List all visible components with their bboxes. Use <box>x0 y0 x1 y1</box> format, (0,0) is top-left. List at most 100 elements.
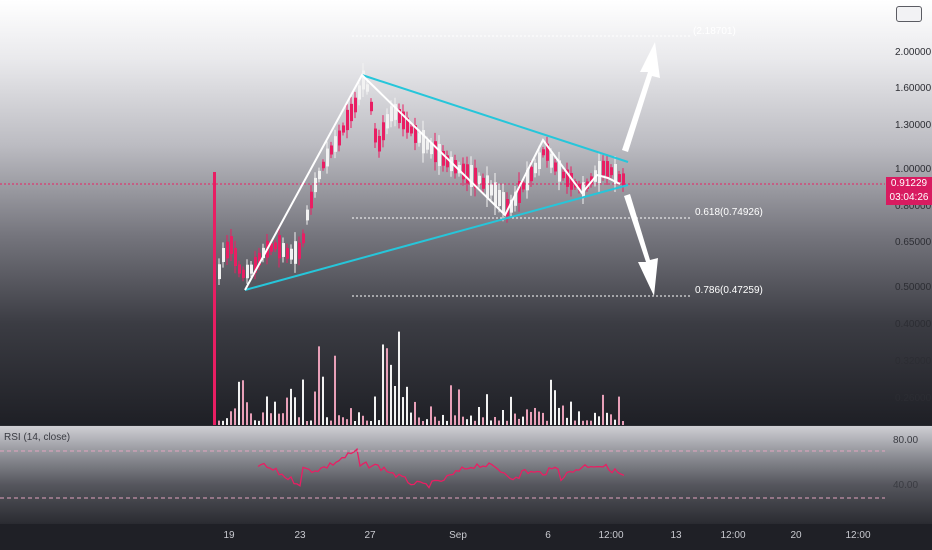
candle-body <box>306 209 309 221</box>
candle-body <box>490 184 493 196</box>
volume-bar <box>578 411 580 425</box>
candle-body <box>346 109 349 131</box>
volume-bar <box>254 420 256 425</box>
candle-body <box>258 252 261 266</box>
volume-bar <box>534 407 536 425</box>
candle-body <box>486 175 489 198</box>
volume-bar <box>246 402 248 425</box>
candle-body <box>222 248 225 262</box>
volume-bar <box>366 420 368 425</box>
price-axis-label: 1.30000 <box>895 120 932 131</box>
candle-body <box>246 264 249 279</box>
rsi-indicator-label[interactable]: RSI (14, close) <box>4 432 71 443</box>
volume-bars <box>213 172 624 425</box>
volume-bar <box>410 412 412 425</box>
volume-bar <box>354 420 356 425</box>
volume-bar <box>302 379 304 425</box>
volume-bar <box>510 396 512 425</box>
volume-bar <box>230 411 232 425</box>
price-axis-label: 2.00000 <box>895 47 932 58</box>
candle-body <box>382 122 385 141</box>
main-price-pane[interactable] <box>0 0 932 426</box>
volume-bar <box>338 415 340 425</box>
volume-bar <box>310 420 312 425</box>
volume-bar <box>446 420 448 425</box>
candle-body <box>550 153 553 168</box>
pane-divider[interactable] <box>0 425 932 426</box>
time-axis[interactable] <box>0 524 932 550</box>
drawings <box>0 35 885 297</box>
volume-bar <box>462 416 464 425</box>
candle-body <box>286 247 289 259</box>
volume-bar <box>502 409 504 425</box>
volume-bar <box>290 388 292 425</box>
candle-body <box>558 160 561 182</box>
candle-body <box>322 161 325 169</box>
candle-body <box>518 181 521 203</box>
candle-body <box>318 170 321 180</box>
volume-bar <box>314 391 316 425</box>
volume-bar <box>598 416 600 425</box>
candle-body <box>262 247 265 259</box>
rsi-mid-level: 40.00 <box>893 480 919 491</box>
candle-body <box>254 257 257 273</box>
volume-bar <box>278 413 280 425</box>
volume-bar <box>242 380 244 425</box>
candle-body <box>482 177 485 189</box>
volume-bar <box>350 408 352 425</box>
volume-bar <box>238 381 240 425</box>
volume-bar <box>450 385 452 425</box>
candle-body <box>522 182 525 190</box>
rsi-series <box>0 447 885 499</box>
volume-bar <box>438 420 440 425</box>
candle-body <box>462 163 465 180</box>
volume-bar <box>326 417 328 425</box>
price-axis-label: 1.00000 <box>895 164 932 175</box>
volume-bar <box>294 397 296 425</box>
volume-bar <box>330 420 332 425</box>
volume-bar <box>558 407 560 425</box>
candle-body <box>338 130 341 146</box>
candle-body <box>314 177 317 193</box>
candle-body <box>538 152 541 170</box>
candle-body <box>622 173 625 187</box>
volume-bar <box>418 417 420 425</box>
candle-body <box>218 264 221 280</box>
volume-bar <box>390 364 392 425</box>
candle-body <box>442 150 445 166</box>
candle-body <box>434 141 437 163</box>
candle-body <box>570 173 573 190</box>
volume-bar <box>590 420 592 425</box>
candle-body <box>446 155 449 168</box>
candle-body <box>610 167 613 176</box>
candle-body <box>334 136 337 152</box>
rsi-pane[interactable] <box>0 426 932 524</box>
candle-body <box>386 114 389 129</box>
candle-body <box>534 162 537 174</box>
volume-spike <box>213 172 216 425</box>
volume-bar <box>250 413 252 425</box>
volume-bar <box>306 420 308 425</box>
volume-bar <box>514 413 516 425</box>
volume-bar <box>470 415 472 425</box>
up-arrow-icon <box>622 42 660 152</box>
candlestick-series <box>218 62 625 286</box>
volume-bar <box>270 413 272 425</box>
volume-bar <box>494 416 496 425</box>
price-axis-label: 0.80000 <box>895 201 932 212</box>
volume-bar <box>542 412 544 425</box>
candle-body <box>494 182 497 206</box>
volume-bar <box>434 416 436 425</box>
candle-body <box>514 191 517 206</box>
volume-bar <box>622 421 624 425</box>
fib-label-target: (2.18701) <box>693 26 736 37</box>
time-label: 20 <box>790 530 802 541</box>
time-label: 27 <box>364 530 376 541</box>
volume-bar <box>566 417 568 425</box>
toggle-icon[interactable] <box>896 6 922 22</box>
candle-body <box>510 199 513 213</box>
candle-body <box>426 140 429 150</box>
time-label: 6 <box>545 530 551 541</box>
time-label: 13 <box>670 530 682 541</box>
